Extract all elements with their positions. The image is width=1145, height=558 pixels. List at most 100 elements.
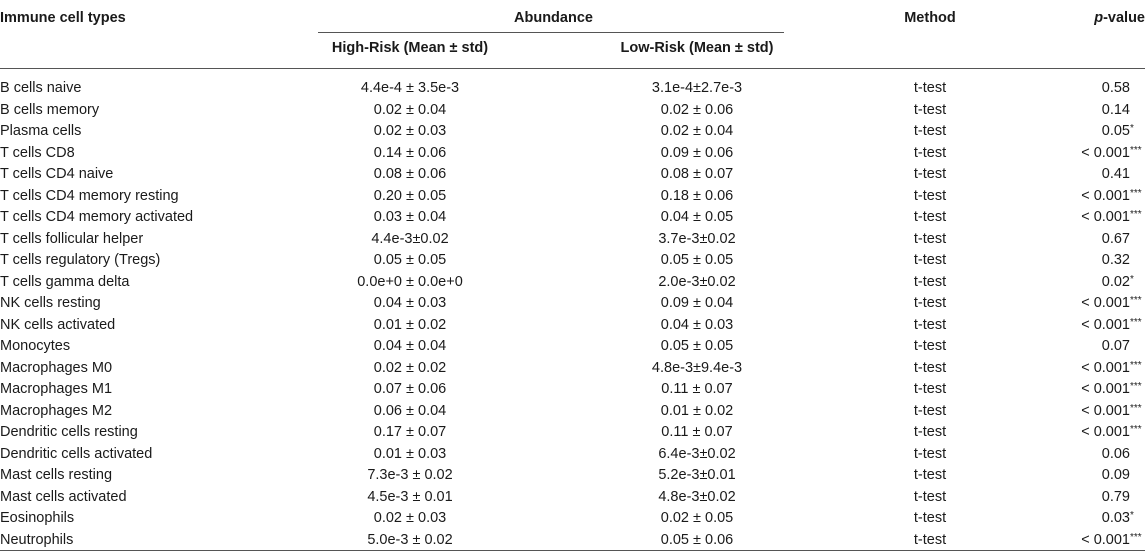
significance-marker: *** bbox=[1130, 381, 1142, 392]
table-row: Plasma cells 0.02 ± 0.03 0.02 ± 0.04 t-test… bbox=[0, 121, 1145, 143]
cell-type: Eosinophils bbox=[0, 510, 75, 526]
method-value: t-test bbox=[913, 445, 947, 462]
table-row: Dendritic cells resting 0.17 ± 0.07 0.11 ±… bbox=[0, 422, 1145, 444]
method-value: t-test bbox=[913, 209, 947, 225]
low-risk-value: 0.05 ± 0.05 bbox=[660, 338, 734, 354]
high-risk-value: 0.02 ± 0.04 bbox=[373, 101, 447, 118]
p-value: 0.58 bbox=[1101, 80, 1130, 96]
p-value: < 0.001 bbox=[1081, 316, 1130, 333]
table-row: T cells CD4 memory activated 0.03 ± 0.04 0… bbox=[0, 207, 1145, 229]
method-value: t-test bbox=[913, 424, 947, 440]
high-risk-value: 0.01 ± 0.02 bbox=[373, 316, 447, 333]
p-value: < 0.001 bbox=[1081, 402, 1130, 419]
significance-marker: *** bbox=[1130, 316, 1142, 328]
cell-type: Mast cells resting bbox=[0, 467, 113, 483]
significance-marker: *** bbox=[1130, 359, 1142, 371]
high-risk-value: 0.04 ± 0.03 bbox=[373, 295, 447, 311]
cell-type: T cells CD4 memory resting bbox=[0, 187, 179, 204]
table-row: Mast cells resting 7.3e-3 ± 0.02 5.2e-3±0.… bbox=[0, 465, 1145, 487]
p-value: < 0.001 bbox=[1081, 144, 1130, 161]
table-row: T cells regulatory (Tregs) 0.05 ± 0.05 0.0… bbox=[0, 250, 1145, 272]
method-value: t-test bbox=[913, 101, 947, 118]
method-value: t-test bbox=[913, 381, 947, 397]
table-row: Mast cells activated 4.5e-3 ± 0.01 4.8e-3±… bbox=[0, 487, 1145, 509]
p-value: 0.02 bbox=[1101, 273, 1130, 290]
header-high-risk: High-Risk (Mean ± std) bbox=[331, 40, 489, 56]
high-risk-value: 0.06 ± 0.04 bbox=[373, 402, 447, 419]
low-risk-value: 0.05 ± 0.06 bbox=[660, 531, 734, 548]
cell-type: Plasma cells bbox=[0, 123, 82, 139]
method-value: t-test bbox=[913, 402, 947, 419]
high-risk-value: 4.4e-3±0.02 bbox=[371, 230, 449, 247]
table-row: T cells follicular helper 4.4e-3±0.02 3.7e… bbox=[0, 229, 1145, 251]
table-row: T cells CD4 naive 0.08 ± 0.06 0.08 ± 0.07 t… bbox=[0, 164, 1145, 186]
high-risk-value: 0.04 ± 0.04 bbox=[373, 338, 447, 354]
low-risk-value: 6.4e-3±0.02 bbox=[658, 445, 736, 462]
table-row: T cells CD8 0.14 ± 0.06 0.09 ± 0.06 t-test <… bbox=[0, 143, 1145, 165]
low-risk-value: 0.11 ± 0.07 bbox=[661, 424, 733, 440]
method-value: t-test bbox=[913, 123, 947, 139]
high-risk-value: 7.3e-3 ± 0.02 bbox=[367, 467, 453, 483]
cell-type: Mast cells activated bbox=[0, 488, 127, 505]
p-value: < 0.001 bbox=[1081, 381, 1130, 397]
high-risk-value: 0.17 ± 0.07 bbox=[373, 424, 447, 440]
header-bottom-rule bbox=[0, 68, 1145, 69]
p-value: 0.06 bbox=[1101, 445, 1130, 462]
high-risk-value: 0.14 ± 0.06 bbox=[373, 144, 447, 161]
header-p-value: p-value bbox=[1094, 10, 1145, 26]
table-row: B cells memory 0.02 ± 0.04 0.02 ± 0.06 t-te… bbox=[0, 100, 1145, 122]
low-risk-value: 0.05 ± 0.05 bbox=[660, 252, 734, 268]
significance-marker: *** bbox=[1130, 424, 1142, 435]
high-risk-value: 0.07 ± 0.06 bbox=[373, 381, 447, 397]
high-risk-value: 0.05 ± 0.05 bbox=[373, 252, 447, 268]
low-risk-value: 0.11 ± 0.07 bbox=[661, 381, 733, 397]
table-row: NK cells resting 0.04 ± 0.03 0.09 ± 0.04 t-… bbox=[0, 293, 1145, 315]
high-risk-value: 4.4e-4 ± 3.5e-3 bbox=[360, 80, 460, 96]
table-row: Macrophages M2 0.06 ± 0.04 0.01 ± 0.02 t-te… bbox=[0, 401, 1145, 423]
low-risk-value: 0.02 ± 0.05 bbox=[660, 510, 734, 526]
cell-type: T cells follicular helper bbox=[0, 230, 144, 247]
method-value: t-test bbox=[913, 144, 947, 161]
significance-marker: *** bbox=[1130, 209, 1142, 220]
method-value: t-test bbox=[913, 316, 947, 333]
abundance-underline bbox=[318, 32, 784, 33]
cell-type: T cells CD8 bbox=[0, 144, 75, 161]
table-row: Neutrophils 5.0e-3 ± 0.02 0.05 ± 0.06 t-tes… bbox=[0, 530, 1145, 552]
method-value: t-test bbox=[913, 531, 947, 548]
table-row: Monocytes 0.04 ± 0.04 0.05 ± 0.05 t-test 0.0… bbox=[0, 336, 1145, 358]
high-risk-value: 0.03 ± 0.04 bbox=[373, 209, 447, 225]
cell-type: Macrophages M2 bbox=[0, 402, 113, 419]
low-risk-value: 0.01 ± 0.02 bbox=[660, 402, 734, 419]
high-risk-value: 0.02 ± 0.03 bbox=[373, 510, 447, 526]
header-method: Method bbox=[904, 10, 956, 26]
p-value: 0.09 bbox=[1101, 467, 1130, 483]
p-value: < 0.001 bbox=[1081, 295, 1130, 311]
header-low-risk: Low-Risk (Mean ± std) bbox=[620, 40, 774, 56]
low-risk-value: 0.18 ± 0.06 bbox=[660, 187, 734, 204]
high-risk-value: 0.01 ± 0.03 bbox=[373, 445, 447, 462]
low-risk-value: 0.04 ± 0.05 bbox=[660, 209, 734, 225]
high-risk-value: 0.02 ± 0.03 bbox=[373, 123, 447, 139]
header-p-rest: -value bbox=[1103, 10, 1145, 26]
method-value: t-test bbox=[913, 230, 947, 247]
header-cell-type: Immune cell types bbox=[0, 10, 126, 26]
high-risk-value: 0.0e+0 ± 0.0e+0 bbox=[357, 273, 463, 290]
low-risk-value: 0.09 ± 0.04 bbox=[660, 295, 734, 311]
p-value: 0.79 bbox=[1101, 488, 1130, 505]
cell-type: T cells CD4 memory activated bbox=[0, 209, 194, 225]
p-value: 0.07 bbox=[1101, 338, 1130, 354]
table-row: T cells gamma delta 0.0e+0 ± 0.0e+0 2.0e-3… bbox=[0, 272, 1145, 294]
significance-marker: * bbox=[1130, 273, 1134, 285]
method-value: t-test bbox=[913, 166, 947, 182]
significance-marker: *** bbox=[1130, 402, 1142, 414]
cell-type: T cells gamma delta bbox=[0, 273, 130, 290]
table-row: Macrophages M1 0.07 ± 0.06 0.11 ± 0.07 t-te… bbox=[0, 379, 1145, 401]
cell-type: Macrophages M1 bbox=[0, 381, 113, 397]
table-row: Dendritic cells activated 0.01 ± 0.03 6.4e… bbox=[0, 444, 1145, 466]
high-risk-value: 5.0e-3 ± 0.02 bbox=[367, 531, 453, 548]
p-value: < 0.001 bbox=[1081, 187, 1130, 204]
table-row: Macrophages M0 0.02 ± 0.02 4.8e-3±9.4e-3 t-… bbox=[0, 358, 1145, 380]
method-value: t-test bbox=[913, 273, 947, 290]
method-value: t-test bbox=[913, 295, 947, 311]
